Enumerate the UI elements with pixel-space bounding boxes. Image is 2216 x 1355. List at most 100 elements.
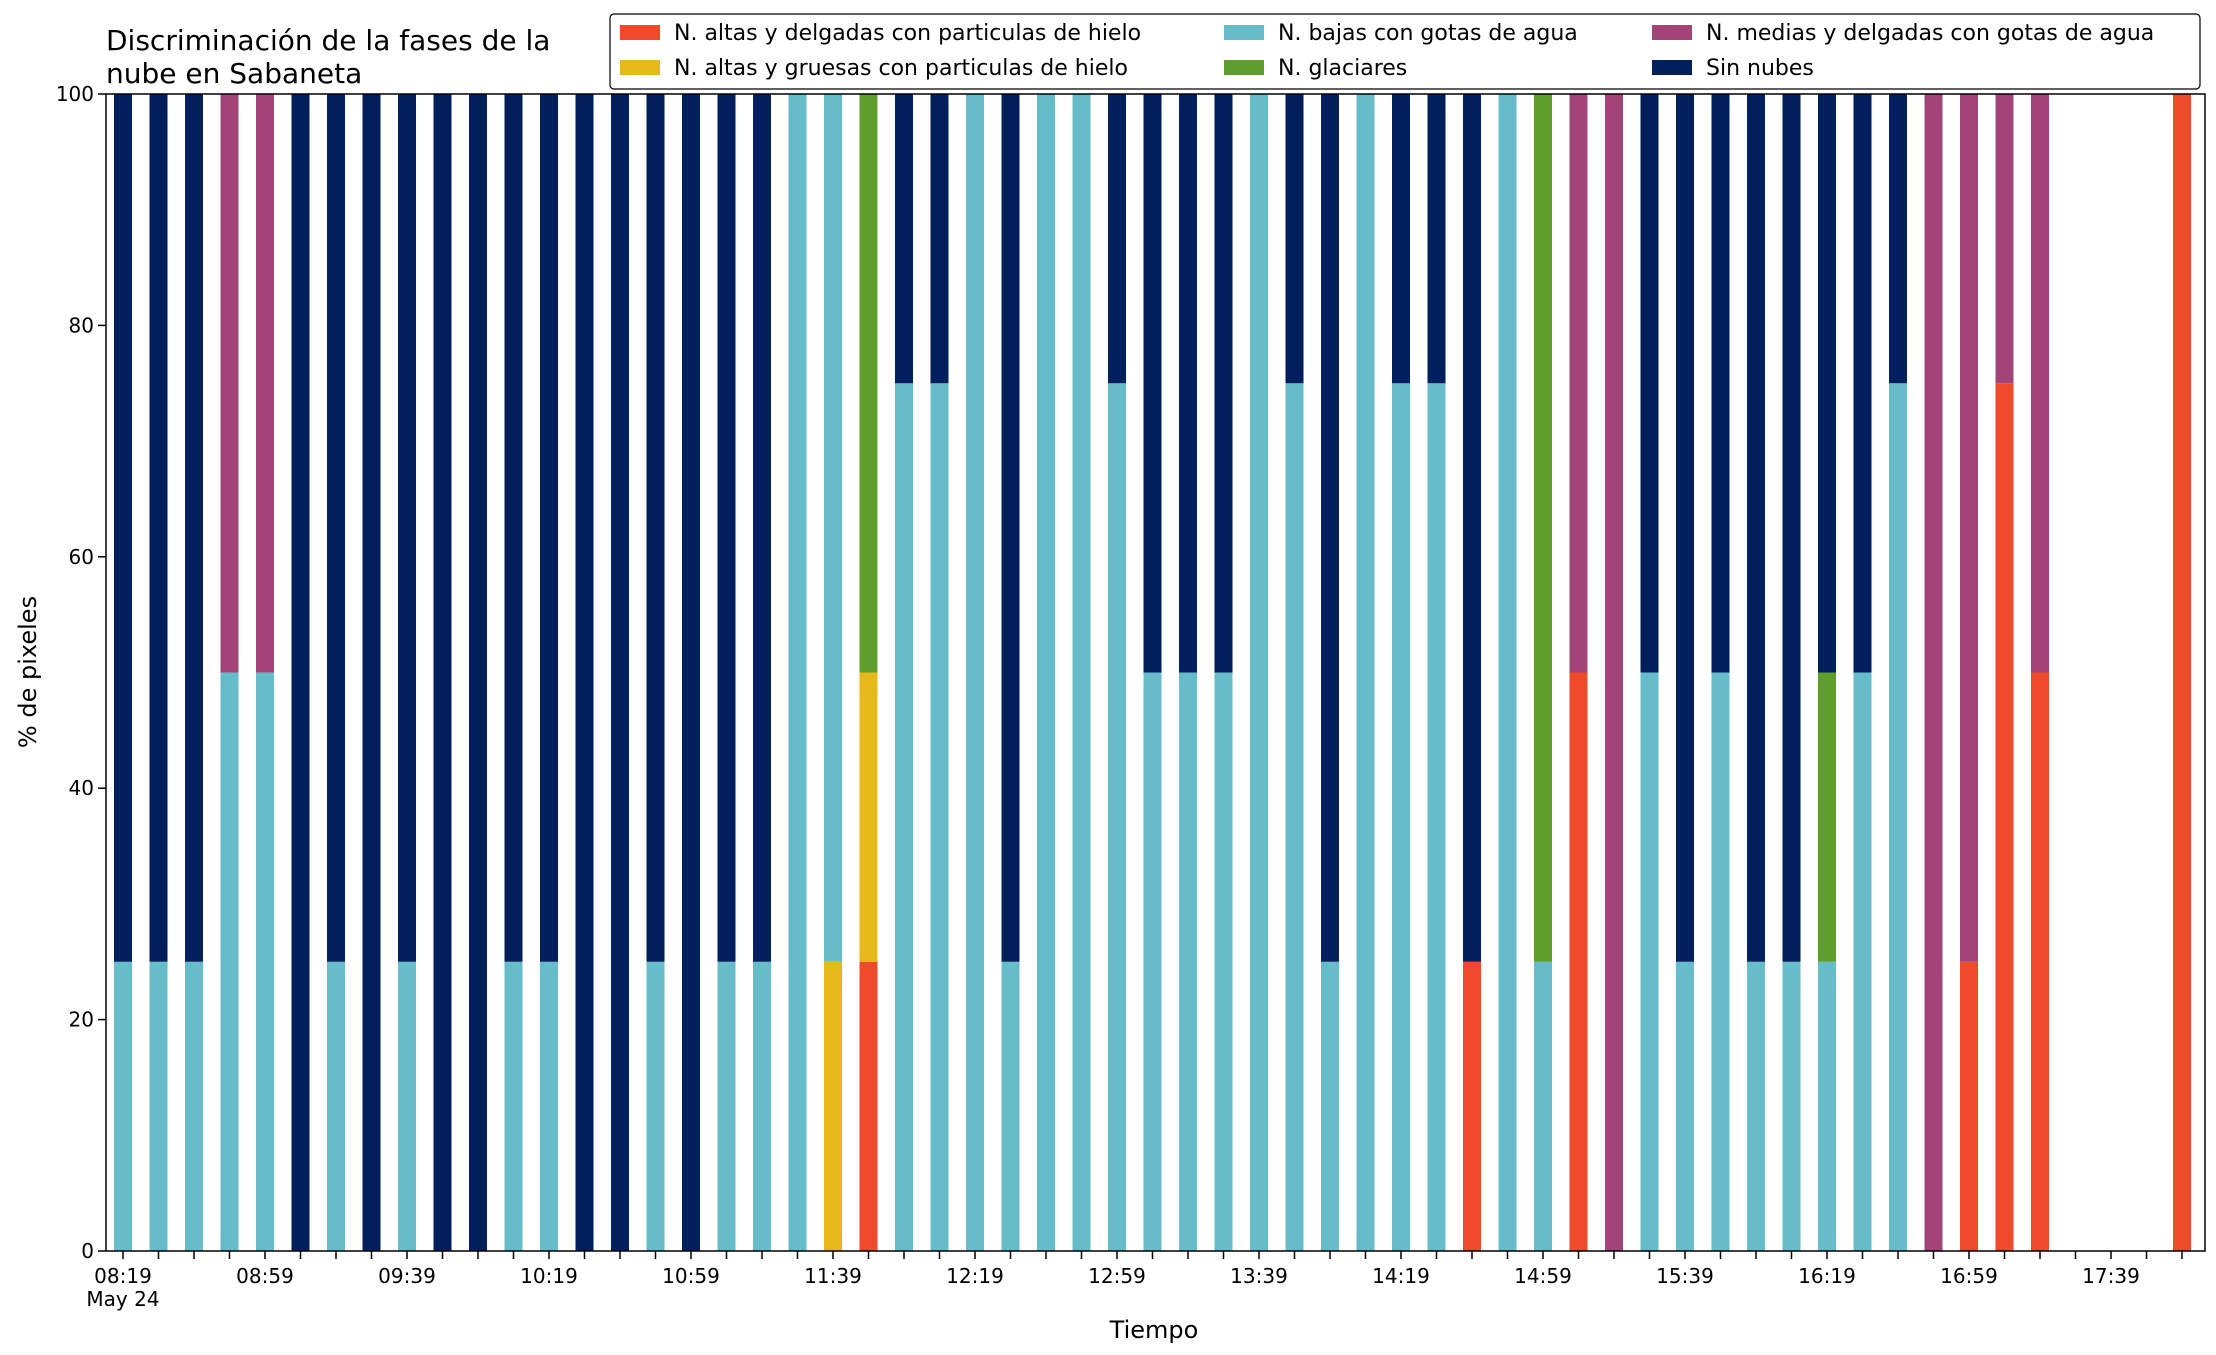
bar-segment-1109-series-2	[717, 961, 736, 1251]
bar-segment-1609-series-5	[1782, 94, 1801, 962]
x-tick-label: 13:39	[1230, 1264, 1288, 1288]
bar-segment-1709-series-4	[1995, 94, 2014, 384]
bar-segment-1139-series-1	[824, 961, 842, 1251]
legend-label: N. altas y gruesas con particulas de hie…	[674, 56, 1128, 81]
y-tick-label: 60	[69, 545, 94, 569]
y-tick-label: 100	[56, 82, 94, 106]
x-tick-label: 08:59	[236, 1264, 294, 1288]
bar-segment-0829-series-2	[149, 961, 168, 1251]
chart-title-line-2: nube en Sabaneta	[106, 57, 362, 90]
x-tick-label: 12:59	[1088, 1264, 1146, 1288]
legend-label: N. glaciares	[1278, 56, 1407, 81]
bar-segment-1149-series-1	[859, 672, 878, 962]
bar-segment-1019-series-5	[540, 94, 558, 962]
bar-segment-1419-series-5	[1392, 94, 1410, 384]
y-axis-label: % de pixeles	[14, 596, 42, 748]
bar-segment-0919-series-2	[327, 961, 345, 1251]
bar-segment-1039-series-5	[611, 94, 629, 1251]
bar-segment-1419-series-2	[1392, 383, 1410, 1251]
bar-segment-0839-series-5	[185, 94, 203, 962]
x-tick-label: 10:59	[662, 1264, 720, 1288]
bar-segment-0849-series-4	[220, 94, 239, 673]
bar-segment-1459-series-2	[1534, 961, 1552, 1251]
bar-segment-1319-series-2	[1179, 672, 1197, 1251]
bar-segment-1059-series-5	[682, 94, 700, 1251]
bar-segment-1309-series-2	[1143, 672, 1162, 1251]
legend-swatch	[1652, 25, 1692, 40]
bar-segment-0929-series-5	[362, 94, 381, 1251]
bar-segment-1229-series-5	[1001, 94, 1020, 962]
bar-segment-1639-series-2	[1889, 383, 1907, 1251]
bar-segment-1219-series-2	[966, 94, 984, 1251]
bar-segment-1719-series-0	[2031, 672, 2049, 1251]
bar-segment-1559-series-2	[1747, 961, 1765, 1251]
bar-segment-0839-series-2	[185, 961, 203, 1251]
x-tick-label: 09:39	[378, 1264, 436, 1288]
bar-segment-0959-series-5	[469, 94, 487, 1251]
legend-swatch	[1224, 60, 1264, 75]
bar-segment-1209-series-5	[930, 94, 949, 384]
x-tick-label: 17:39	[2082, 1264, 2140, 1288]
bar-segment-1149-series-3	[859, 94, 878, 673]
bar-segment-1559-series-5	[1747, 94, 1765, 962]
chart-title-line-1: Discriminación de la fases de la	[106, 24, 550, 57]
plot-frame	[105, 93, 2206, 1252]
bar-segment-1549-series-5	[1711, 94, 1730, 673]
bar-segment-1459-series-3	[1534, 94, 1552, 962]
bar-segment-1229-series-2	[1001, 961, 1020, 1251]
bar-segment-1519-series-4	[1605, 94, 1623, 1251]
bar-segment-1029-series-5	[575, 94, 594, 1251]
x-tick-label: 11:39	[804, 1264, 862, 1288]
x-tick-label: 08:19	[94, 1264, 152, 1288]
bar-segment-1619-series-5	[1818, 94, 1836, 673]
y-tick-label: 40	[69, 776, 94, 800]
bar-segment-1109-series-5	[717, 94, 736, 962]
bar-segment-1359-series-2	[1321, 961, 1339, 1251]
legend-label: N. medias y delgadas con gotas de agua	[1706, 21, 2154, 46]
legend-swatch	[620, 60, 660, 75]
bar-segment-1329-series-5	[1214, 94, 1233, 673]
bar-segment-1339-series-2	[1250, 94, 1268, 1251]
bar-segment-1619-series-2	[1818, 961, 1836, 1251]
legend-swatch	[1652, 60, 1692, 75]
bar-segment-0949-series-5	[433, 94, 452, 1251]
bar-segment-1439-series-0	[1463, 961, 1481, 1251]
x-tick-label: 14:19	[1372, 1264, 1430, 1288]
bar-segment-0909-series-5	[291, 94, 310, 1251]
bar-segment-1009-series-2	[504, 961, 523, 1251]
bar-segment-1329-series-2	[1214, 672, 1233, 1251]
bar-segment-1119-series-5	[753, 94, 771, 962]
x-axis: 08:19 08:59 09:39 10:19 10:59 11:39 12:19 12:59…	[94, 1251, 2183, 1288]
bar-segment-1629-series-5	[1853, 94, 1872, 673]
bar-segment-1759-series-0	[2173, 94, 2191, 1251]
bar-segment-1709-series-0	[1995, 383, 2014, 1251]
x-tick-label: 15:39	[1656, 1264, 1714, 1288]
bar-segment-1529-series-5	[1640, 94, 1659, 673]
bar-segment-1239-series-2	[1037, 94, 1055, 1251]
bar-segment-1319-series-5	[1179, 94, 1197, 673]
bar-segment-1539-series-2	[1676, 961, 1694, 1251]
bar-segment-1119-series-2	[753, 961, 771, 1251]
bar-segment-1259-series-5	[1108, 94, 1126, 384]
bar-segment-0849-series-2	[220, 672, 239, 1251]
bar-segment-1509-series-0	[1569, 672, 1588, 1251]
x-tick-label: 10:19	[520, 1264, 578, 1288]
bar-segment-1659-series-4	[1960, 94, 1978, 962]
x-date-label: May 24	[86, 1287, 159, 1311]
bar-segment-1359-series-5	[1321, 94, 1339, 962]
bar-segment-0859-series-2	[256, 672, 274, 1251]
bar-segment-1719-series-4	[2031, 94, 2049, 673]
bar-segment-1129-series-2	[788, 94, 807, 1251]
bar-segment-1249-series-2	[1072, 94, 1091, 1251]
bar-segment-1429-series-2	[1427, 383, 1446, 1251]
y-tick-label: 20	[69, 1008, 94, 1032]
bar-segment-1149-series-0	[859, 961, 878, 1251]
bar-segment-1429-series-5	[1427, 94, 1446, 384]
bar-segment-0859-series-4	[256, 94, 274, 673]
bar-segment-1629-series-2	[1853, 672, 1872, 1251]
bar-segment-1259-series-2	[1108, 383, 1126, 1251]
legend: N. altas y delgadas con particulas de hi…	[609, 13, 2201, 90]
legend-swatch	[620, 25, 660, 40]
bar-segment-1649-series-4	[1924, 94, 1943, 1251]
